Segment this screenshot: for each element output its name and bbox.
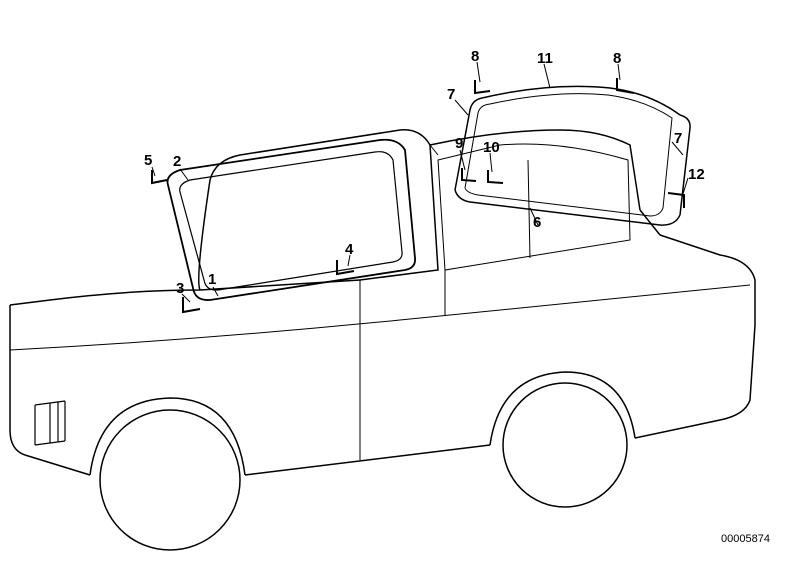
rear-wheel — [503, 383, 627, 507]
label-4: 4 — [345, 241, 353, 258]
rear-upper-trim — [482, 86, 680, 115]
clip-8-right — [617, 78, 634, 93]
label-5: 5 — [144, 152, 152, 169]
car-diagram — [0, 0, 800, 565]
label-3: 3 — [176, 280, 184, 297]
trunk-line — [660, 235, 755, 325]
windshield-opening — [199, 130, 438, 290]
rocker-panel — [245, 445, 490, 475]
clip-10 — [488, 170, 503, 183]
label-11: 11 — [537, 50, 553, 67]
body-crease — [10, 285, 750, 350]
label-8b: 8 — [613, 50, 621, 67]
hood-line — [10, 280, 360, 305]
label-1: 1 — [208, 271, 216, 288]
grille — [35, 401, 65, 445]
front-wheel — [100, 410, 240, 550]
clip-4 — [337, 260, 354, 274]
side-window — [438, 144, 630, 270]
clip-5 — [152, 170, 167, 183]
part-number: 00005874 — [721, 533, 770, 545]
label-9: 9 — [455, 135, 463, 152]
front-bumper — [10, 305, 25, 455]
label-6: 6 — [533, 214, 541, 231]
door-lines — [445, 160, 530, 315]
label-12: 12 — [688, 166, 705, 183]
label-8a: 8 — [471, 48, 479, 65]
label-7a: 7 — [447, 86, 455, 103]
rear-lower-trim — [455, 190, 680, 225]
leader-lines — [152, 62, 688, 302]
label-10: 10 — [483, 139, 500, 156]
label-7b: 7 — [674, 130, 682, 147]
front-lower — [25, 455, 90, 475]
label-2: 2 — [173, 153, 181, 170]
rear-bumper — [635, 325, 755, 438]
clip-9 — [462, 168, 476, 181]
clip-8-left — [475, 80, 490, 93]
clip-3 — [183, 297, 200, 312]
